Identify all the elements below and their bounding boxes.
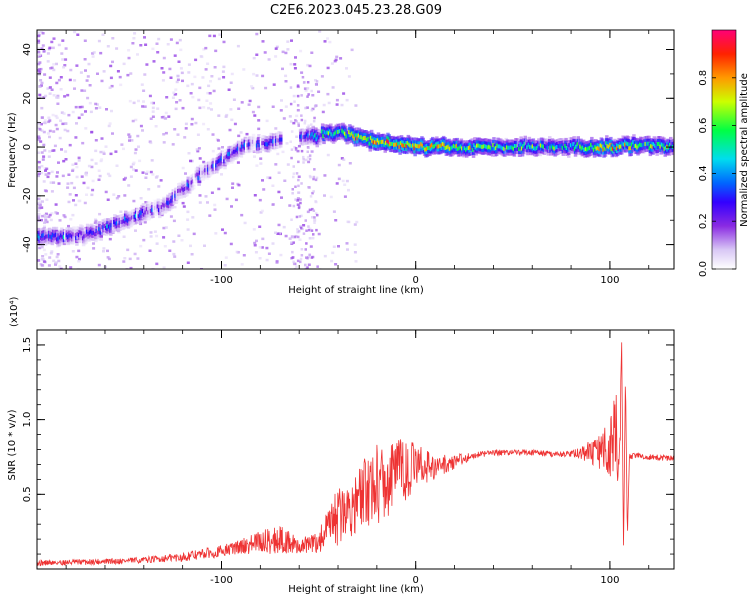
y-tick-label: -40 xyxy=(22,236,33,252)
heatmap-feature-0 xyxy=(299,122,674,158)
x-tick-label: 100 xyxy=(600,575,619,586)
colorbar-tick-label: 0.6 xyxy=(698,118,709,134)
snr-y-scale-label: (x10⁴) xyxy=(9,296,20,327)
y-tick-label: 0.5 xyxy=(22,486,33,502)
x-tick-label: 0 xyxy=(413,575,419,586)
y-tick-label: 0 xyxy=(22,144,33,150)
x-tick-label: -100 xyxy=(210,275,233,286)
y-tick-label: 20 xyxy=(22,92,33,105)
x-tick-label: 100 xyxy=(600,275,619,286)
chart-title: C2E6.2023.045.23.28.G09 xyxy=(270,3,442,18)
colorbar-ticks: 0.0 0.2 0.4 0.6 0.8 xyxy=(698,70,736,277)
y-tick-label: 1.0 xyxy=(22,412,33,428)
spectrogram-panel: -100 0 100 -40 -20 0 20 40 Height of straight l… xyxy=(7,29,675,296)
snr-x-label: Height of straight line (km) xyxy=(288,584,424,595)
spectrogram-x-label: Height of straight line (km) xyxy=(288,285,424,296)
spectrogram-y-label: Frequency (Hz) xyxy=(7,112,18,188)
snr-frame xyxy=(36,329,675,570)
x-tick-label: 0 xyxy=(413,275,419,286)
y-tick-label: 40 xyxy=(22,43,33,56)
colorbar-gradient xyxy=(711,29,737,270)
spectrogram-ticks: -100 0 100 -40 -20 0 20 40 xyxy=(22,30,674,286)
snr-ticks: -100 0 100 0.5 1.0 1.5 xyxy=(22,330,674,586)
colorbar-label: Normalized spectral amplitude xyxy=(739,73,750,227)
spectrogram-heatmap xyxy=(37,30,674,269)
heatmap-background-noise xyxy=(37,30,359,269)
x-tick-label: -100 xyxy=(210,575,233,586)
snr-y-label: SNR (10 * v/v) xyxy=(7,409,18,480)
colorbar-tick-label: 0.2 xyxy=(698,213,709,229)
spectrogram-frame xyxy=(36,29,675,270)
heatmap-feature-1 xyxy=(37,131,283,248)
colorbar-tick-label: 0.0 xyxy=(698,261,709,277)
colorbar-tick-label: 0.4 xyxy=(698,165,709,181)
snr-panel: -100 0 100 0.5 1.0 1.5 Height of straight lin… xyxy=(7,296,675,595)
y-tick-label: 1.5 xyxy=(22,337,33,353)
y-tick-label: -20 xyxy=(22,188,33,204)
snr-series-line xyxy=(37,342,674,567)
colorbar-tick-label: 0.8 xyxy=(698,70,709,86)
colorbar: 0.0 0.2 0.4 0.6 0.8 Normalized spectral ampl… xyxy=(698,29,750,277)
